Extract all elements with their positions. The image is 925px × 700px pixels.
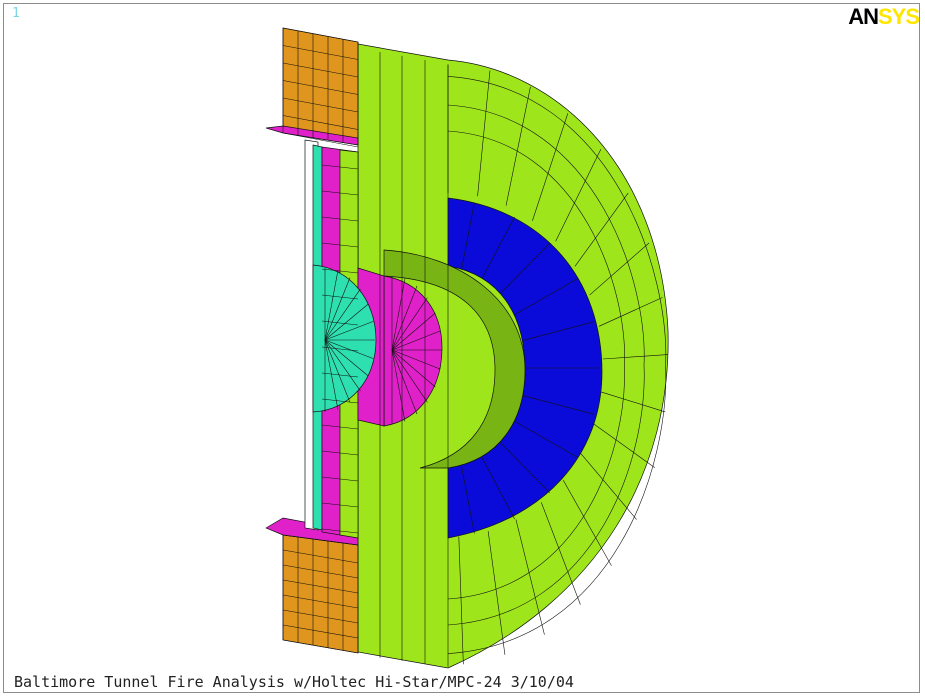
mesh-line	[324, 339, 339, 410]
mesh-line	[481, 457, 515, 520]
mesh-line	[321, 528, 359, 534]
mesh-line	[461, 202, 475, 270]
mesh-line	[282, 594, 359, 609]
mesh-line	[391, 278, 406, 351]
mesh-line	[391, 297, 428, 351]
mesh-line	[487, 531, 506, 655]
mesh-line	[321, 268, 359, 274]
mesh-line	[601, 391, 666, 413]
mesh-gridlines	[282, 27, 668, 667]
window-number: 1	[12, 6, 20, 21]
mesh-line	[391, 349, 406, 422]
mesh-line	[282, 639, 359, 654]
mesh-line	[458, 536, 464, 665]
mesh-line	[321, 424, 359, 430]
mesh-line	[321, 502, 359, 508]
mesh-line	[602, 354, 668, 360]
mesh-line	[574, 192, 629, 267]
mesh-line	[321, 242, 359, 248]
mesh-line	[321, 320, 359, 326]
mesh-line	[321, 398, 359, 404]
mesh-line	[282, 62, 359, 78]
bottom-plate	[265, 517, 359, 546]
mesh-line	[562, 479, 612, 566]
mesh-line	[589, 242, 650, 296]
mesh-line	[515, 519, 545, 635]
mesh-line	[541, 502, 581, 605]
mesh-line	[282, 97, 359, 113]
mesh-line	[598, 297, 663, 327]
mesh-line	[391, 330, 441, 351]
mesh-line	[321, 476, 359, 482]
mesh-line	[321, 164, 359, 170]
mesh-line	[555, 149, 602, 242]
mesh-line	[513, 420, 578, 458]
mesh-line	[324, 339, 369, 377]
mesh-line	[324, 303, 369, 341]
mesh-line	[324, 339, 374, 359]
mesh-line	[580, 453, 637, 520]
mesh-line	[391, 349, 441, 370]
mesh-line	[481, 216, 515, 279]
mesh-line	[282, 132, 359, 148]
mesh-line	[282, 549, 359, 564]
mesh-line	[282, 624, 359, 639]
mesh-line	[391, 312, 436, 351]
mesh-line	[324, 339, 361, 392]
mesh-line	[499, 242, 550, 294]
mesh-line	[282, 45, 359, 60]
mesh-line	[505, 86, 531, 206]
mesh-line	[391, 349, 428, 403]
mesh-line	[522, 395, 595, 415]
mesh-line	[282, 579, 359, 594]
mesh-line	[321, 450, 359, 456]
mesh-arc	[447, 104, 645, 626]
mesh-line	[391, 349, 436, 388]
logo-text-dark: AN	[848, 4, 879, 29]
mesh-line	[321, 190, 359, 196]
mesh-line	[324, 277, 351, 341]
mesh-line	[324, 270, 339, 341]
mesh-line	[513, 278, 578, 316]
mesh-line	[282, 27, 359, 43]
mesh-line	[499, 442, 550, 494]
mesh-line	[477, 70, 491, 197]
mesh-line	[282, 609, 359, 624]
mesh-line	[532, 113, 569, 221]
mesh-line	[391, 349, 418, 415]
mesh-line	[321, 372, 359, 378]
mesh-line	[593, 423, 655, 468]
mesh-arc	[447, 76, 667, 654]
mesh-line	[391, 285, 418, 351]
mesh-arc	[447, 130, 625, 600]
mesh-line	[282, 534, 359, 546]
mesh-line	[282, 564, 359, 579]
logo-text-light: SYS	[877, 4, 920, 29]
mesh-line	[324, 288, 361, 341]
mesh-line	[321, 216, 359, 222]
bottom-flange-block	[282, 534, 359, 654]
ansys-logo: ANSYS	[848, 4, 920, 30]
mesh-line	[324, 339, 351, 403]
mesh-line	[461, 466, 475, 534]
mesh-line	[522, 321, 595, 341]
mesh-line	[324, 321, 374, 341]
plot-caption: Baltimore Tunnel Fire Analysis w/Holtec …	[14, 673, 574, 691]
mesh-line	[282, 115, 359, 130]
mesh-line	[321, 294, 359, 300]
mesh-line	[282, 80, 359, 95]
teal-half-disk	[312, 264, 377, 413]
